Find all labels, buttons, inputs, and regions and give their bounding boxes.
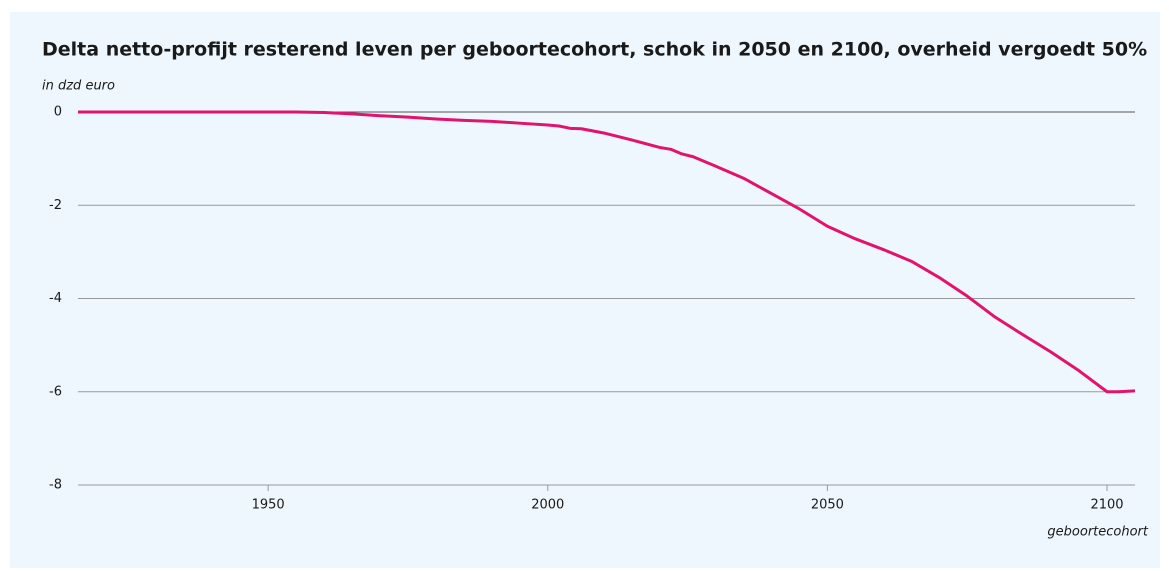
y-tick-label: -8	[49, 478, 62, 493]
x-tick-label: 2050	[811, 498, 844, 513]
y-tick-label: -6	[49, 384, 62, 399]
chart-title: Delta netto-profijt resterend leven per …	[42, 39, 1147, 61]
panel	[10, 12, 1160, 568]
y-tick-label: 0	[54, 105, 62, 120]
y-axis-label: in dzd euro	[42, 79, 115, 94]
x-tick-label: 1950	[252, 498, 285, 513]
x-axis-label: geboortecohort	[1047, 525, 1148, 540]
y-tick-label: -2	[49, 198, 62, 213]
data-line	[78, 110, 1136, 394]
x-tick-label: 2000	[531, 498, 564, 513]
y-tick-label: -4	[49, 291, 62, 306]
x-tick-label: 2100	[1090, 498, 1123, 513]
